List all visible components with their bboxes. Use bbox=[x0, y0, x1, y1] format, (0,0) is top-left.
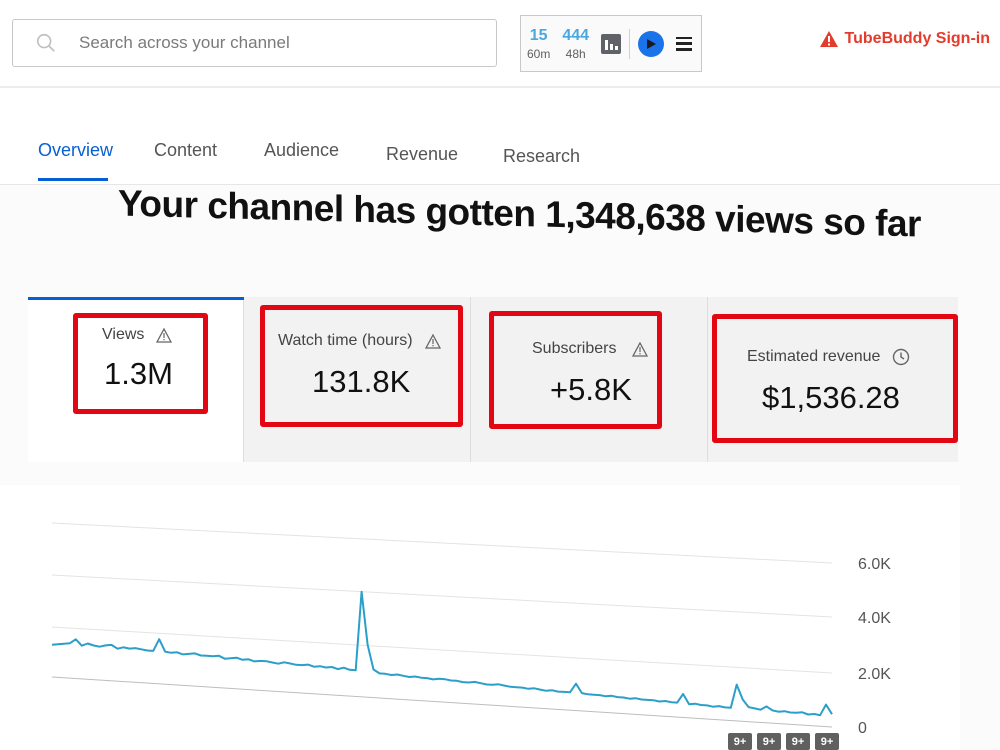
metric-label-views: Views bbox=[102, 326, 173, 344]
chart-area bbox=[0, 485, 960, 750]
metric-value-subscribers: +5.8K bbox=[550, 372, 632, 407]
search-icon bbox=[36, 33, 55, 52]
divider bbox=[629, 28, 631, 59]
top-bar: Search across your channel 15 60m 444 48… bbox=[0, 0, 1000, 88]
views-series-line bbox=[51, 590, 833, 717]
clock-icon bbox=[893, 348, 910, 366]
views-chart: 6.0K 4.0K 2.0K 0 bbox=[0, 485, 1000, 750]
highlight-box bbox=[260, 305, 463, 427]
metric-value-views: 1.3M bbox=[104, 356, 173, 391]
metric-value-watch-time: 131.8K bbox=[312, 364, 411, 399]
y-tick-label: 4.0K bbox=[858, 610, 891, 627]
x-axis-baseline bbox=[51, 676, 833, 728]
metric-label-subscribers: Subscribers bbox=[532, 340, 649, 358]
search-box[interactable]: Search across your channel bbox=[12, 19, 497, 67]
realtime-stat-60m[interactable]: 15 60m bbox=[527, 26, 551, 61]
metric-tab-subscribers[interactable] bbox=[471, 297, 708, 462]
highlight-box bbox=[489, 311, 662, 429]
tab-revenue[interactable]: Revenue bbox=[386, 144, 459, 164]
tubebuddy-signin-link[interactable]: TubeBuddy Sign-in bbox=[819, 30, 990, 48]
annotation-badges: 9+ 9+ 9+ 9+ bbox=[728, 733, 844, 750]
highlight-box bbox=[712, 314, 958, 443]
tab-content[interactable]: Content bbox=[154, 140, 218, 160]
metric-tabs bbox=[28, 297, 958, 487]
y-tick-label: 6.0K bbox=[858, 556, 891, 573]
bar-chart-icon[interactable] bbox=[601, 33, 622, 54]
warning-icon bbox=[632, 341, 649, 357]
y-tick-label: 0 bbox=[858, 720, 867, 737]
tab-overview[interactable]: Overview bbox=[38, 140, 114, 160]
badge[interactable]: 9+ bbox=[757, 733, 781, 750]
warning-icon bbox=[156, 327, 173, 343]
badge[interactable]: 9+ bbox=[815, 733, 839, 750]
metric-tab-views[interactable] bbox=[28, 297, 244, 462]
tab-research[interactable]: Research bbox=[503, 146, 581, 166]
highlight-box bbox=[73, 313, 208, 414]
tab-bar: Overview Content Audience Revenue Resear… bbox=[0, 88, 1000, 185]
metric-label-revenue: Estimated revenue bbox=[747, 348, 910, 366]
badge[interactable]: 9+ bbox=[786, 733, 810, 750]
tubebuddy-logo-icon[interactable] bbox=[638, 30, 665, 57]
badge[interactable]: 9+ bbox=[728, 733, 752, 750]
line-chart: 6.0K 4.0K 2.0K 0 bbox=[51, 522, 891, 737]
y-tick-label: 2.0K bbox=[858, 666, 891, 683]
metric-tab-revenue[interactable] bbox=[708, 297, 958, 462]
gridline bbox=[51, 626, 833, 674]
gridline bbox=[51, 574, 833, 618]
active-metric-indicator bbox=[28, 297, 244, 300]
warning-icon bbox=[424, 333, 441, 349]
metric-value-revenue: $1,536.28 bbox=[762, 380, 900, 415]
warning-icon bbox=[819, 31, 838, 47]
gridline bbox=[51, 522, 833, 564]
realtime-stat-48h[interactable]: 444 48h bbox=[562, 26, 590, 61]
tubebuddy-widget[interactable]: 15 60m 444 48h bbox=[520, 15, 702, 72]
metric-tab-watch-time[interactable] bbox=[244, 297, 471, 462]
active-tab-indicator bbox=[38, 178, 108, 181]
metric-label-watch-time: Watch time (hours) bbox=[278, 332, 441, 350]
menu-icon[interactable] bbox=[676, 36, 693, 51]
tab-audience[interactable]: Audience bbox=[264, 140, 340, 160]
search-input[interactable]: Search across your channel bbox=[79, 33, 290, 52]
